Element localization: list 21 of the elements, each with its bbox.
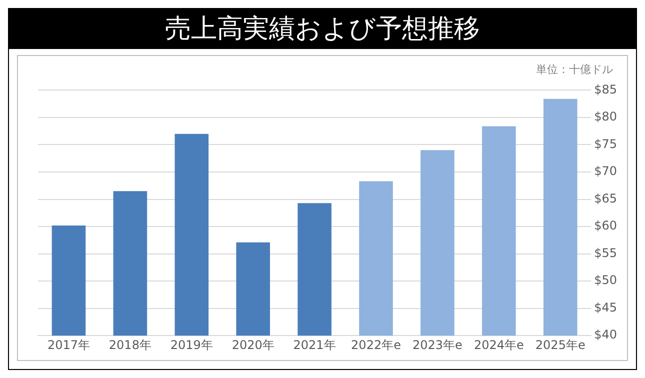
y-tick-label: $55 [594,246,617,260]
y-tick-label: $70 [594,164,617,178]
y-tick-label: $50 [594,273,617,288]
x-tick-label: 2019年 [170,338,213,352]
text: 単位：十億ドル [536,63,613,76]
x-tick-label: 2024年e [474,338,524,352]
x-tick-label: 2021年 [293,338,336,352]
y-tick-label: $60 [594,218,617,233]
y-tick-label: $85 [594,82,617,96]
x-tick-label: 2023年e [412,338,462,352]
y-tick-label: $65 [594,191,617,206]
x-tick-label: 2020年 [232,338,274,352]
y-tick-label: $40 [594,328,617,342]
chart-title: 売上高実績および予想推移 [9,9,636,49]
x-tick-label: 2018年 [108,338,152,352]
y-tick-label: $80 [594,110,617,124]
y-tick-label: $75 [594,136,617,151]
x-tick-label: 2017年 [47,338,90,352]
x-tick-label: 2025年e [535,338,586,352]
y-tick-label: $45 [594,300,617,314]
x-tick-label: 2022年e [351,338,401,352]
